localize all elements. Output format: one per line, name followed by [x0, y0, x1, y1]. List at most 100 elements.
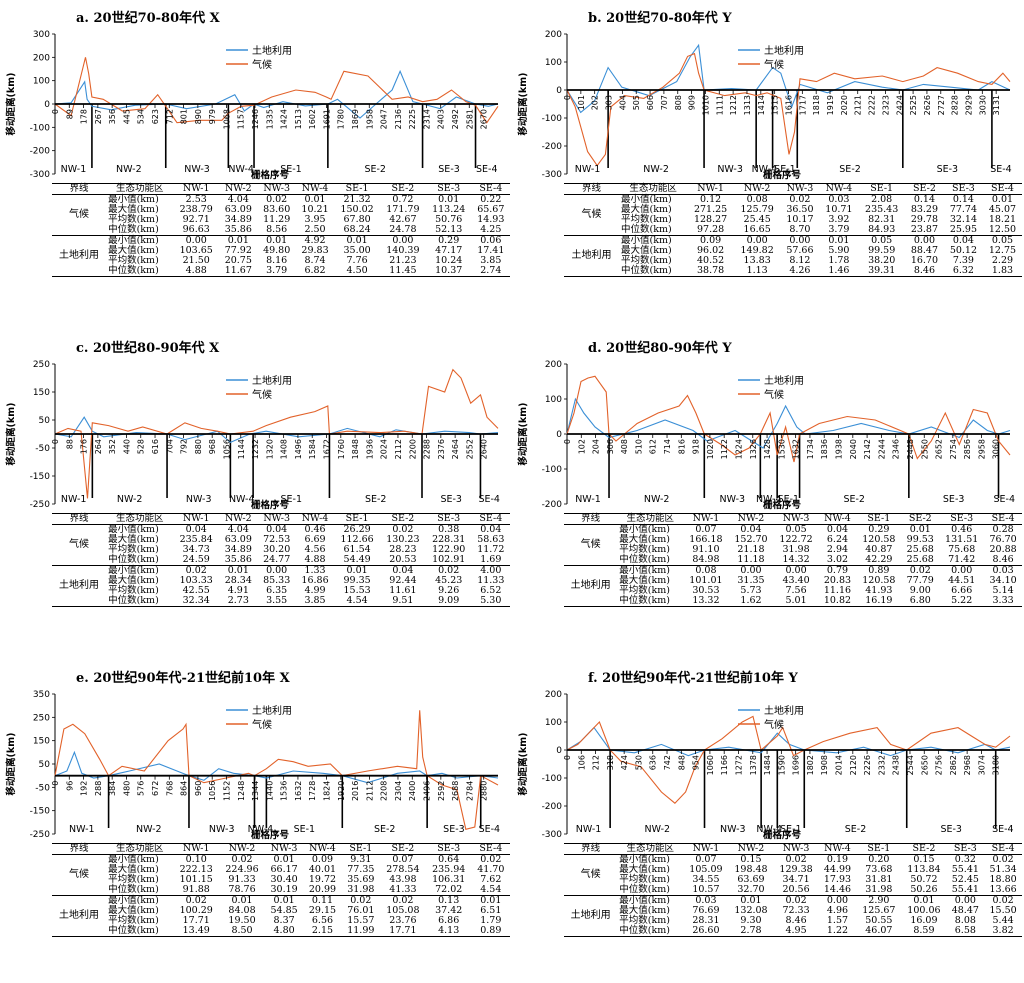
table-cell: 21.50: [182, 255, 210, 266]
table-cell: 0.10: [185, 854, 207, 865]
zone-label: NW-4: [228, 164, 254, 175]
table-cell: 72.02: [435, 884, 463, 895]
table-cell: 71.42: [948, 554, 976, 565]
table-cell: 0.28: [992, 524, 1014, 535]
table-cell: 45.07: [988, 204, 1017, 215]
y-tick-label: -200: [542, 142, 563, 152]
table-header-cell: SE-2: [391, 183, 415, 194]
legend-label: 气候: [764, 388, 784, 401]
stat-label: 最大值(km): [108, 905, 159, 916]
table-cell: 77.79: [906, 575, 934, 586]
table-header-cell: SE-2: [912, 183, 936, 194]
x-tick-label: 2376: [437, 439, 446, 459]
y-tick-label: 200: [545, 690, 562, 700]
table-cell: 0.01: [828, 235, 850, 246]
table-cell: 0.09: [700, 235, 722, 246]
y-tick-label: 250: [33, 360, 50, 370]
table-cell: 21.18: [737, 544, 765, 555]
table-cell: 5.30: [480, 595, 502, 606]
group-label-climate: 气候: [69, 869, 90, 880]
stats-table: 界线 生态功能区 NW-1 NW-2 NW-3 NW-4 SE-1 SE-2 SE-3 SE-4 气…: [52, 183, 510, 277]
table-cell: 17.71: [389, 925, 417, 936]
table-row: 最大值(km) 105.09 198.48 129.38 44.99 73.68 113.8…: [564, 865, 1022, 875]
stat-label: 中位数(km): [108, 925, 159, 936]
stat-label: 平均数(km): [620, 214, 672, 225]
table-header-cell: 界线: [69, 183, 89, 194]
legend-label: 土地利用: [252, 704, 292, 717]
table-cell: 105.09: [689, 864, 723, 875]
zone-label: SE-2: [365, 494, 387, 505]
y-tick-label: -250: [30, 500, 51, 510]
legend-label: 土地利用: [764, 374, 804, 387]
table-cell: 77.35: [347, 864, 375, 875]
table-cell: 0.02: [785, 854, 807, 865]
table-cell: 18.21: [988, 214, 1017, 225]
table-cell: 9.00: [909, 585, 931, 596]
x-tick-label: 792: [180, 439, 189, 454]
table-cell: 0.02: [350, 895, 372, 906]
x-tick-label: 1484: [763, 755, 772, 775]
table-header-cell: SE-1: [345, 513, 369, 524]
table-cell: 82.31: [868, 214, 896, 225]
table-cell: 30.40: [270, 874, 298, 885]
x-tick-label: 0: [563, 755, 572, 760]
table-cell: 0.46: [951, 524, 973, 535]
zone-label: SE-2: [843, 494, 865, 505]
y-tick-label: 0: [44, 100, 50, 110]
table-row: 气候 最小值(km) 0.12 0.08 0.02 0.03 2.08 0.14 0.14 0.0…: [564, 195, 1022, 220]
table-row: 中位数(km) 32.34 2.73 3.55 3.85 4.54 9.51 9.09 5.30: [52, 596, 510, 607]
table-cell: 1.78: [828, 255, 850, 266]
y-tick-label: 100: [545, 718, 562, 728]
x-axis-label: 栅格序号: [251, 829, 290, 840]
table-cell: 128.27: [693, 214, 728, 225]
x-tick-label: 1536: [280, 781, 289, 801]
x-tick-label: 1530: [777, 439, 786, 459]
stat-label: 平均数(km): [619, 544, 670, 555]
y-tick-label: 200: [33, 53, 50, 63]
y-tick-label: -150: [30, 472, 51, 482]
table-cell: 3.79: [828, 224, 850, 235]
stat-label: 最小值(km): [619, 854, 670, 865]
table-cell: 11.18: [737, 554, 765, 565]
x-tick-label: 2756: [935, 755, 944, 775]
table-cell: 0.32: [954, 854, 976, 865]
table-cell: 32.14: [949, 214, 978, 225]
table-cell: 76.70: [989, 534, 1017, 545]
x-tick-label: 0: [51, 781, 60, 786]
zone-label: SE-1: [281, 494, 303, 505]
table-cell: 15.53: [343, 585, 371, 596]
table-cell: 76.69: [692, 905, 720, 916]
table-header-cell: SE-3: [950, 513, 974, 524]
table-cell: 32.34: [182, 595, 210, 606]
table-cell: 120.58: [862, 534, 896, 545]
y-tick-label: 200: [545, 360, 562, 370]
x-tick-label: 2968: [963, 755, 972, 775]
table-cell: 52.13: [435, 224, 463, 235]
table-cell: 0.02: [992, 895, 1014, 906]
table-cell: 0.00: [746, 235, 768, 246]
group-label-climate: 气候: [69, 209, 90, 220]
table-cell: 0.04: [266, 524, 288, 535]
x-tick-label: 2208: [380, 781, 389, 801]
x-tick-label: 1378: [749, 755, 758, 775]
zone-label: NW-1: [69, 824, 95, 835]
table-cell: 30.53: [692, 585, 720, 596]
table-cell: 8.70: [789, 224, 811, 235]
table-cell: 15.50: [989, 905, 1017, 916]
table-cell: 65.67: [477, 204, 505, 215]
y-tick-label: 150: [33, 737, 50, 747]
y-tick-label: -300: [542, 170, 563, 180]
x-tick-label: 1414: [757, 95, 766, 115]
table-cell: 101.15: [179, 874, 213, 885]
stat-label: 最大值(km): [620, 204, 672, 215]
zone-label: SE-4: [993, 494, 1015, 505]
table-header-cell: 界线: [581, 843, 601, 854]
stat-label: 最小值(km): [108, 235, 159, 246]
x-tick-label: 1920: [337, 781, 346, 801]
table-header-cell: NW-4: [301, 513, 329, 524]
series-line-climate: [566, 715, 1011, 804]
table-cell: 31.35: [737, 575, 765, 586]
table-cell: 0.00: [785, 565, 807, 576]
table-cell: 2.50: [304, 224, 326, 235]
x-tick-label: 1824: [323, 781, 332, 801]
